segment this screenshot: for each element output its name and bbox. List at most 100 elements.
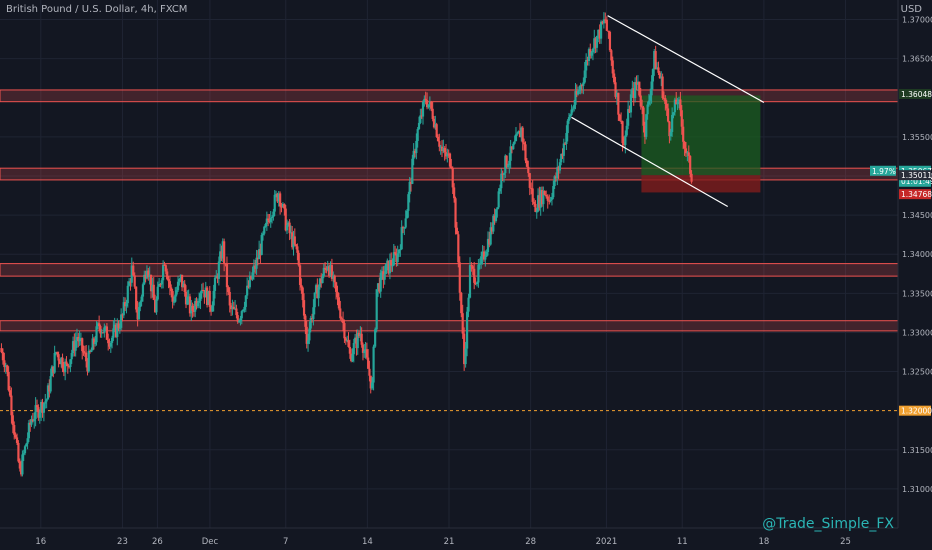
candle-body: [223, 241, 226, 264]
candle: [314, 283, 318, 294]
candle: [254, 259, 257, 274]
candle: [50, 364, 54, 377]
candle-body: [690, 173, 693, 182]
candle-body: [211, 305, 214, 312]
candle: [492, 214, 495, 234]
candle-body: [395, 253, 398, 263]
candle: [506, 163, 510, 169]
candle-body: [548, 200, 551, 202]
candle: [636, 75, 640, 91]
candle: [294, 244, 298, 250]
candle-body: [284, 208, 287, 231]
candle: [471, 264, 474, 275]
candle-body: [156, 286, 159, 300]
candle: [340, 316, 343, 323]
candle: [91, 334, 94, 351]
candle-body: [543, 190, 546, 195]
price-label-entry: 1.35011: [901, 171, 932, 180]
candle: [668, 120, 671, 144]
candle: [632, 82, 635, 106]
candle-body: [420, 115, 423, 117]
candle: [391, 258, 394, 272]
candle-body: [107, 339, 110, 344]
candle-body: [14, 434, 17, 438]
candle: [140, 294, 143, 307]
candle: [393, 245, 397, 256]
candle: [288, 219, 291, 241]
candle: [75, 328, 79, 348]
candle-body: [368, 368, 371, 376]
candle: [82, 345, 85, 356]
candle-body: [397, 249, 401, 254]
candle-body: [593, 38, 596, 49]
candle-body: [549, 199, 552, 201]
candle: [352, 338, 355, 363]
candle: [450, 158, 453, 170]
candle-body: [444, 152, 448, 157]
candle: [306, 333, 310, 352]
candle: [575, 84, 578, 98]
candle-body: [669, 131, 672, 137]
candle: [434, 115, 437, 130]
candle: [451, 166, 454, 195]
candle-body: [88, 350, 92, 352]
candle-body: [60, 357, 63, 365]
candle: [518, 123, 522, 138]
candle-body: [164, 265, 167, 272]
candle: [683, 140, 686, 156]
currency-label: USD: [900, 4, 922, 15]
candle: [325, 266, 328, 274]
candle: [192, 304, 195, 317]
candle: [159, 283, 162, 288]
candle: [101, 332, 105, 334]
candle: [175, 286, 178, 297]
candle-body: [316, 285, 319, 299]
candle-body: [209, 306, 213, 312]
candle: [593, 29, 596, 54]
price-tick-label: 1.33500: [902, 289, 932, 298]
candle: [369, 375, 372, 394]
candle-body: [450, 166, 453, 169]
candle: [60, 356, 63, 368]
candle-body: [509, 146, 512, 161]
candle: [586, 56, 589, 66]
candle: [395, 248, 398, 267]
candle: [408, 177, 411, 203]
candle-body: [204, 287, 207, 298]
candle-body: [447, 153, 450, 155]
candle: [432, 115, 436, 129]
candle: [390, 252, 393, 272]
candle: [411, 154, 414, 185]
candle: [628, 105, 631, 114]
candle: [4, 362, 7, 374]
candle: [15, 433, 19, 445]
candle: [79, 332, 83, 346]
candle: [229, 302, 233, 317]
candle: [247, 280, 250, 289]
candle: [638, 81, 641, 97]
candle: [41, 398, 44, 418]
candle: [602, 12, 605, 29]
time-tick-label: 16: [35, 537, 46, 547]
candle-body: [518, 130, 522, 138]
price-label-bg-stop: [899, 189, 931, 200]
candle: [591, 47, 595, 61]
candle-body: [400, 227, 403, 250]
candle: [424, 91, 427, 105]
candle: [0, 343, 3, 354]
candle: [386, 258, 389, 271]
candle: [74, 332, 77, 357]
candle: [56, 351, 59, 358]
candle-body: [191, 305, 194, 311]
candle-body: [562, 143, 565, 156]
candle-body: [636, 81, 640, 85]
candle-body: [423, 98, 426, 102]
candle: [122, 296, 125, 319]
candle-body: [689, 155, 692, 174]
candle: [256, 250, 259, 266]
candle-body: [363, 351, 366, 353]
candle: [677, 96, 681, 109]
candle: [38, 409, 41, 424]
candle-body: [178, 278, 181, 282]
